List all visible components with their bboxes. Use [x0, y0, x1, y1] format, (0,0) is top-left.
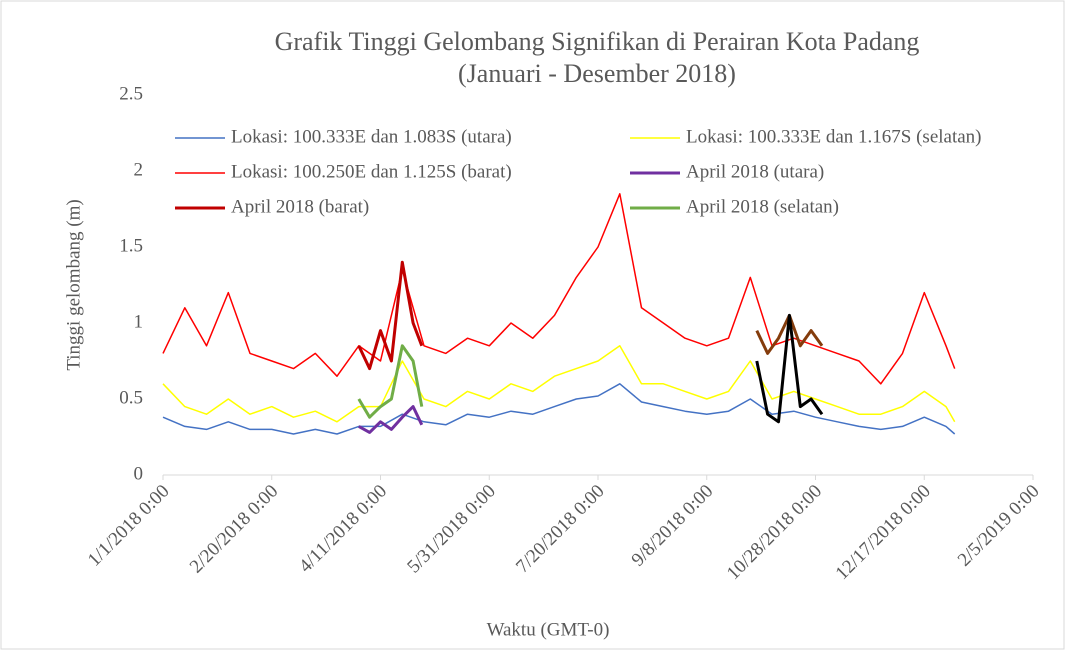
chart-title: Grafik Tinggi Gelombang Signifikan di Pe… [275, 27, 920, 56]
legend-label: April 2018 (barat) [231, 196, 369, 217]
series-line [162, 345, 956, 423]
y-tick-label: 2.5 [119, 83, 143, 104]
legend-label: Lokasi: 100.250E dan 1.125S (barat) [231, 161, 512, 182]
chart-subtitle: (Januari - Desember 2018) [458, 59, 736, 88]
series-line [357, 260, 424, 371]
series-line [162, 383, 956, 435]
y-axis-label: Tinggi gelombang (m) [63, 199, 84, 370]
x-axis-label: Waktu (GMT-0) [487, 619, 610, 640]
series-line [162, 193, 956, 385]
y-tick-label: 1.5 [119, 235, 143, 256]
legend-label: Lokasi: 100.333E dan 1.167S (selatan) [686, 126, 982, 147]
legend-label: April 2018 (selatan) [686, 196, 839, 217]
y-tick-label: 0 [134, 463, 144, 484]
legend-label: April 2018 (utara) [686, 161, 824, 182]
legend-label: Lokasi: 100.333E dan 1.083S (utara) [231, 126, 512, 147]
y-tick-label: 0.5 [119, 387, 143, 408]
series-line [357, 344, 424, 419]
y-tick-label: 2 [134, 159, 144, 180]
series-line [755, 313, 824, 424]
y-tick-label: 1 [134, 311, 144, 332]
series-line [358, 405, 424, 434]
